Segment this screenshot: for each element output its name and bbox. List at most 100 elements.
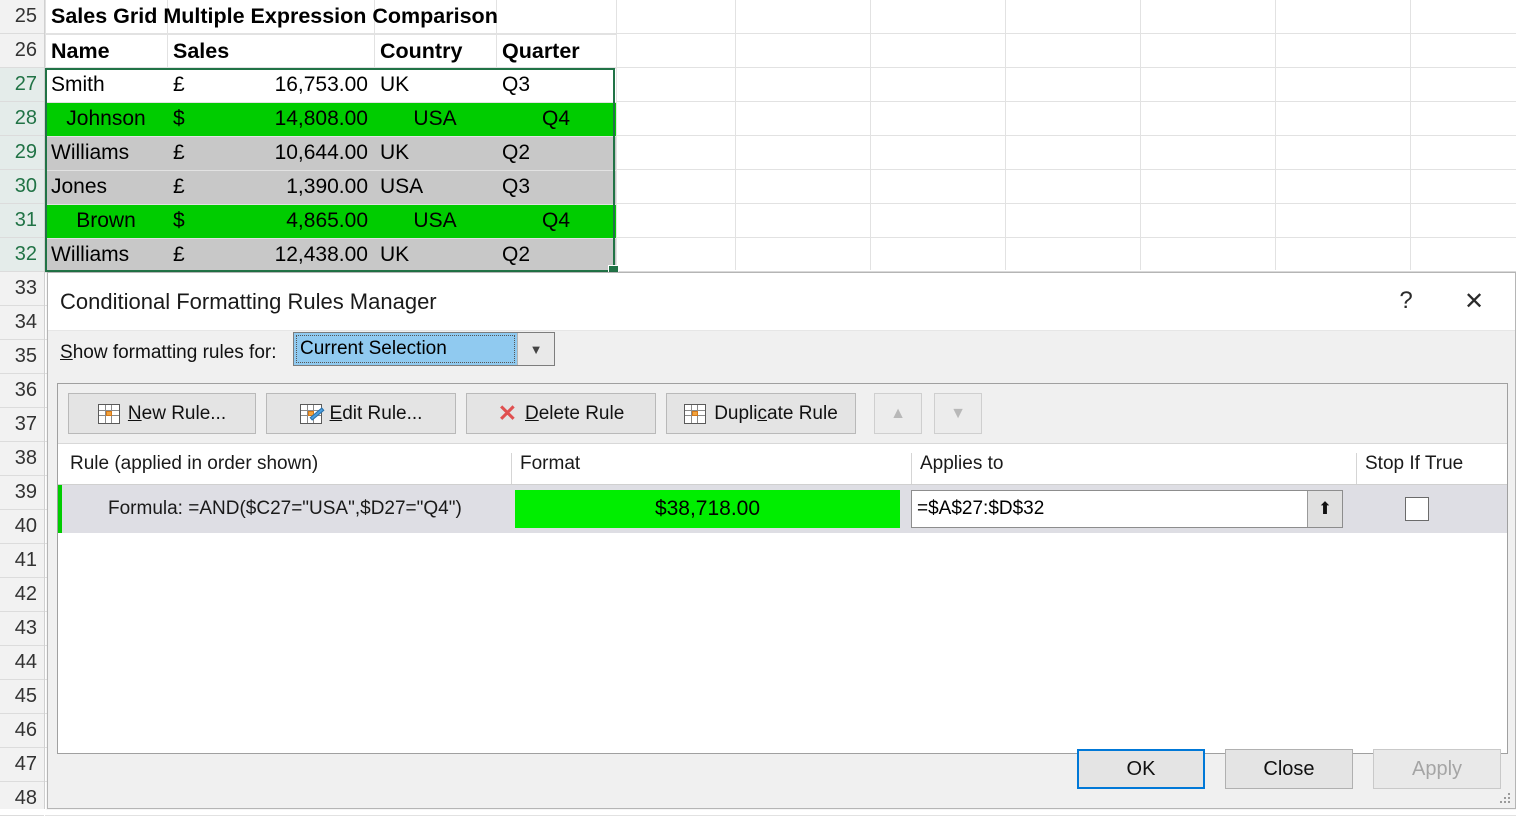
cell-sales[interactable]: £12,438.00	[167, 238, 374, 272]
row-header-41[interactable]: 41	[0, 544, 44, 578]
cell-country[interactable]: USA	[374, 204, 496, 238]
help-icon[interactable]: ?	[1377, 273, 1435, 329]
table-row[interactable]: Formula: =AND($C27="USA",$D27="Q4") $38,…	[58, 485, 1507, 533]
applies-to-input[interactable]: =$A$27:$D$32	[912, 491, 1307, 527]
row-header-43[interactable]: 43	[0, 612, 44, 646]
edit-rule-label: Edit Rule...	[330, 403, 423, 425]
grid-title: Sales Grid Multiple Expression Compariso…	[45, 0, 616, 34]
scope-select[interactable]: Current Selection ▼	[293, 332, 555, 366]
cell-quarter[interactable]: Q4	[496, 102, 616, 136]
grid-line	[1275, 0, 1276, 270]
sales-amount: 12,438.00	[275, 243, 368, 267]
stop-if-true-checkbox[interactable]	[1405, 497, 1429, 521]
row-header-42[interactable]: 42	[0, 578, 44, 612]
conditional-formatting-rules-manager-dialog[interactable]: Conditional Formatting Rules Manager ? ✕…	[47, 272, 1516, 809]
cell-sales[interactable]: £10,644.00	[167, 136, 374, 170]
grid-icon	[98, 404, 120, 424]
cell-sales[interactable]: £16,753.00	[167, 68, 374, 102]
row-header-36[interactable]: 36	[0, 374, 44, 408]
applies-to-field[interactable]: =$A$27:$D$32 ⬆	[911, 490, 1343, 528]
cell-quarter[interactable]: Q3	[496, 68, 616, 102]
move-rule-down-button[interactable]: ▼	[934, 393, 982, 434]
cell-quarter[interactable]: Q2	[496, 136, 616, 170]
column-header-format: Format	[520, 453, 580, 475]
cell-sales[interactable]: $14,808.00	[167, 102, 374, 136]
cell-name[interactable]: Williams	[45, 136, 167, 170]
cell-quarter[interactable]: Q3	[496, 170, 616, 204]
row-header-35[interactable]: 35	[0, 340, 44, 374]
row-header-28[interactable]: 28	[0, 102, 44, 136]
close-icon[interactable]: ✕	[1445, 273, 1503, 329]
sales-amount: 1,390.00	[286, 175, 368, 199]
grid-line	[1005, 0, 1006, 270]
sales-amount: 16,753.00	[275, 73, 368, 97]
grid-line	[1410, 0, 1411, 270]
row-header-29[interactable]: 29	[0, 136, 44, 170]
grid-line	[1140, 0, 1141, 270]
row-header-44[interactable]: 44	[0, 646, 44, 680]
cell-country[interactable]: UK	[374, 238, 496, 272]
row-header-34[interactable]: 34	[0, 306, 44, 340]
row-header-31[interactable]: 31	[0, 204, 44, 238]
cell-country[interactable]: USA	[374, 102, 496, 136]
edit-rule-button[interactable]: Edit Rule...	[266, 393, 456, 434]
grid-column-header-country: Country	[374, 34, 496, 68]
cell-name[interactable]: Williams	[45, 238, 167, 272]
row-header-38[interactable]: 38	[0, 442, 44, 476]
row-header-48[interactable]: 48	[0, 782, 44, 816]
cell-quarter[interactable]: Q4	[496, 204, 616, 238]
resize-grip-icon[interactable]	[1498, 791, 1512, 805]
dialog-title: Conditional Formatting Rules Manager	[60, 289, 437, 315]
cell-country[interactable]: UK	[374, 68, 496, 102]
dialog-titlebar: Conditional Formatting Rules Manager ? ✕	[48, 273, 1515, 331]
grid-column-header-name: Name	[45, 34, 167, 68]
move-rule-up-button[interactable]: ▲	[874, 393, 922, 434]
row-header-46[interactable]: 46	[0, 714, 44, 748]
row-header-37[interactable]: 37	[0, 408, 44, 442]
cell-country[interactable]: USA	[374, 170, 496, 204]
cell-country[interactable]: UK	[374, 136, 496, 170]
cell-name[interactable]: Johnson	[45, 102, 167, 136]
row-header-47[interactable]: 47	[0, 748, 44, 782]
cell-quarter[interactable]: Q2	[496, 238, 616, 272]
row-header-39[interactable]: 39	[0, 476, 44, 510]
cell-name[interactable]: Jones	[45, 170, 167, 204]
row-header-26[interactable]: 26	[0, 34, 44, 68]
column-header-stop-if-true: Stop If True	[1365, 453, 1463, 475]
chevron-down-icon[interactable]: ▼	[517, 333, 554, 365]
new-rule-label: New Rule...	[128, 403, 226, 425]
row-header-32[interactable]: 32	[0, 238, 44, 272]
column-divider	[1356, 453, 1357, 484]
grid-icon	[684, 404, 706, 424]
apply-button[interactable]: Apply	[1373, 749, 1501, 789]
currency-symbol: £	[173, 141, 185, 165]
grid-line	[870, 0, 871, 270]
format-preview-cell[interactable]: $38,718.00	[515, 490, 900, 528]
cell-sales[interactable]: $4,865.00	[167, 204, 374, 238]
row-header-45[interactable]: 45	[0, 680, 44, 714]
row-header-33[interactable]: 33	[0, 272, 44, 306]
cell-sales[interactable]: £1,390.00	[167, 170, 374, 204]
row-header-30[interactable]: 30	[0, 170, 44, 204]
delete-rule-button[interactable]: ✕ Delete Rule	[466, 393, 656, 434]
row-header-25[interactable]: 25	[0, 0, 44, 34]
sales-amount: 10,644.00	[275, 141, 368, 165]
collapse-dialog-icon[interactable]: ⬆	[1307, 491, 1342, 527]
rule-formula-text: Formula: =AND($C27="USA",$D27="Q4")	[108, 498, 462, 520]
row-header-40[interactable]: 40	[0, 510, 44, 544]
new-rule-button[interactable]: New Rule...	[68, 393, 256, 434]
cell-name[interactable]: Brown	[45, 204, 167, 238]
ok-button[interactable]: OK	[1077, 749, 1205, 789]
cell-name[interactable]: Smith	[45, 68, 167, 102]
row-header-27[interactable]: 27	[0, 68, 44, 102]
close-button[interactable]: Close	[1225, 749, 1353, 789]
duplicate-rule-button[interactable]: Duplicate Rule	[666, 393, 856, 434]
scope-select-value[interactable]: Current Selection	[294, 333, 517, 365]
sales-data-table[interactable]: Sales Grid Multiple Expression Compariso…	[45, 0, 616, 273]
